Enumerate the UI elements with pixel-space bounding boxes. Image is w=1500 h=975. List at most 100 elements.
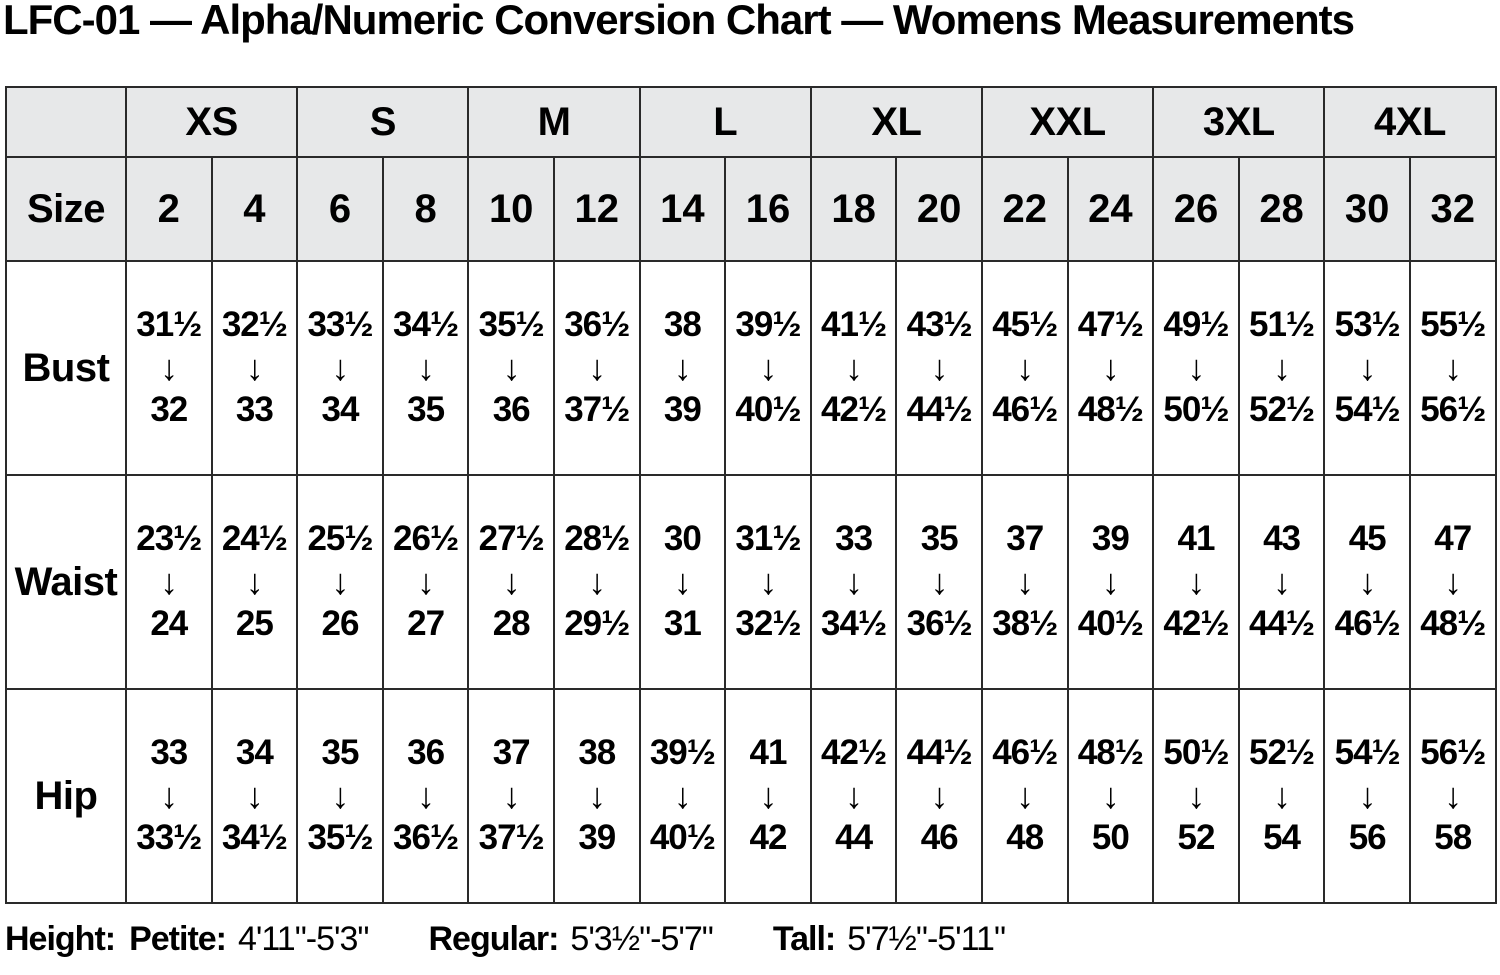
hip-range-cell: 52½ ↓ 54 xyxy=(1237,688,1326,904)
hip-range: 35 ↓ 35½ xyxy=(298,734,382,857)
alpha-size-header-xs: XS xyxy=(124,86,299,158)
bust-range-cell: 31½ ↓ 32 xyxy=(125,260,213,476)
range-to-value: 37½ xyxy=(564,390,630,430)
hip-range-cell: 46½ ↓ 48 xyxy=(980,688,1069,904)
range-to-value: 40½ xyxy=(1077,604,1144,644)
down-arrow-icon: ↓ xyxy=(502,774,521,816)
numeric-size-header-2: 2 xyxy=(125,156,213,262)
waist-range: 25½ ↓ 26 xyxy=(298,520,382,643)
numeric-size-header-18: 18 xyxy=(809,156,898,262)
down-arrow-icon: ↓ xyxy=(1444,560,1462,602)
hip-range-cell: 35 ↓ 35½ xyxy=(296,688,384,904)
range-to-value: 54½ xyxy=(1334,390,1401,430)
range-from-value: 41½ xyxy=(821,305,887,345)
hip-range: 33 ↓ 33½ xyxy=(127,734,211,857)
range-from-value: 45½ xyxy=(992,305,1058,345)
range-from-value: 56½ xyxy=(1420,733,1486,773)
waist-range: 41 ↓ 42½ xyxy=(1154,520,1238,643)
bust-range: 31½ ↓ 32 xyxy=(127,306,211,429)
range-from-value: 25½ xyxy=(307,519,373,559)
alpha-size-header-xxl: XXL xyxy=(980,86,1155,158)
down-arrow-icon: ↓ xyxy=(417,560,435,602)
bust-range-cell: 45½ ↓ 46½ xyxy=(980,260,1069,476)
down-arrow-icon: ↓ xyxy=(845,774,863,816)
hip-range-cell: 44½ ↓ 46 xyxy=(895,688,983,904)
range-to-value: 50 xyxy=(1091,818,1130,858)
range-to-value: 34½ xyxy=(221,818,288,858)
range-to-value: 54 xyxy=(1263,818,1301,858)
down-arrow-icon: ↓ xyxy=(417,346,435,388)
alpha-size-row: XS S M L XL XXL 3XL 4XL xyxy=(5,86,1497,158)
bust-range-cell: 33½ ↓ 34 xyxy=(296,260,384,476)
bust-row-label: Bust xyxy=(5,260,127,476)
tall-label: Tall: xyxy=(772,920,836,958)
waist-range: 43 ↓ 44½ xyxy=(1240,520,1324,643)
bust-range: 33½ ↓ 34 xyxy=(298,306,382,429)
alpha-size-header-3xl: 3XL xyxy=(1152,86,1326,158)
down-arrow-icon: ↓ xyxy=(588,560,606,602)
height-note: Height: Petite: 4'11"-5'3" Regular: 5'3½… xyxy=(5,920,1006,959)
range-from-value: 37 xyxy=(1006,519,1044,559)
range-from-value: 28½ xyxy=(564,519,630,559)
waist-range: 23½ ↓ 24 xyxy=(127,520,211,643)
range-from-value: 24½ xyxy=(221,519,288,559)
alpha-size-header-l: L xyxy=(638,86,812,158)
page-title: LFC-01 — Alpha/Numeric Conversion Chart … xyxy=(3,0,1355,43)
hip-range: 52½ ↓ 54 xyxy=(1240,734,1324,857)
bust-range-cell: 43½ ↓ 44½ xyxy=(895,260,983,476)
down-arrow-icon: ↓ xyxy=(502,560,521,602)
down-arrow-icon: ↓ xyxy=(417,774,435,816)
hip-range-cell: 34 ↓ 34½ xyxy=(210,688,299,904)
numeric-size-header-12: 12 xyxy=(552,156,641,262)
down-arrow-icon: ↓ xyxy=(502,346,521,388)
waist-range: 37 ↓ 38½ xyxy=(983,520,1067,643)
hip-range: 50½ ↓ 52 xyxy=(1154,734,1238,857)
hip-range-cell: 48½ ↓ 50 xyxy=(1066,688,1155,904)
bust-range: 49½ ↓ 50½ xyxy=(1154,306,1238,429)
range-to-value: 34 xyxy=(321,390,360,430)
waist-range: 28½ ↓ 29½ xyxy=(555,520,639,643)
numeric-size-header-20: 20 xyxy=(895,156,983,262)
bust-range: 47½ ↓ 48½ xyxy=(1069,306,1153,429)
range-from-value: 51½ xyxy=(1249,305,1315,345)
hip-range: 39½ ↓ 40½ xyxy=(641,734,725,857)
range-to-value: 34½ xyxy=(821,604,887,644)
range-from-value: 33 xyxy=(150,733,188,773)
range-from-value: 43½ xyxy=(906,305,973,345)
range-from-value: 39½ xyxy=(649,733,716,773)
height-label: Height: xyxy=(5,920,116,958)
range-to-value: 46½ xyxy=(992,390,1058,430)
bust-range-cell: 38 ↓ 39 xyxy=(638,260,727,476)
bust-range-cell: 47½ ↓ 48½ xyxy=(1066,260,1155,476)
range-from-value: 35 xyxy=(920,519,959,559)
down-arrow-icon: ↓ xyxy=(1358,560,1377,602)
hip-range: 54½ ↓ 56 xyxy=(1325,734,1409,857)
range-to-value: 29½ xyxy=(564,604,630,644)
hip-range-cell: 37 ↓ 37½ xyxy=(467,688,555,904)
down-arrow-icon: ↓ xyxy=(759,346,777,388)
down-arrow-icon: ↓ xyxy=(673,774,692,816)
hip-range-cell: 33 ↓ 33½ xyxy=(125,688,213,904)
height-range-tall: Tall: 5'7½"-5'11" xyxy=(772,920,1006,959)
waist-range-cell: 37 ↓ 38½ xyxy=(980,474,1069,690)
down-arrow-icon: ↓ xyxy=(160,560,178,602)
waist-range: 31½ ↓ 32½ xyxy=(726,520,810,643)
down-arrow-icon: ↓ xyxy=(845,560,863,602)
down-arrow-icon: ↓ xyxy=(1101,774,1120,816)
range-from-value: 37 xyxy=(492,733,531,773)
range-from-value: 45 xyxy=(1348,519,1387,559)
down-arrow-icon: ↓ xyxy=(245,346,264,388)
range-to-value: 33½ xyxy=(136,818,202,858)
bust-range: 34½ ↓ 35 xyxy=(384,306,468,429)
down-arrow-icon: ↓ xyxy=(1016,560,1034,602)
range-from-value: 42½ xyxy=(821,733,887,773)
range-from-value: 41 xyxy=(1177,519,1216,559)
waist-range-cell: 30 ↓ 31 xyxy=(638,474,727,690)
waist-range: 47 ↓ 48½ xyxy=(1411,520,1495,643)
range-from-value: 41 xyxy=(749,733,788,773)
down-arrow-icon: ↓ xyxy=(1444,774,1462,816)
down-arrow-icon: ↓ xyxy=(331,346,350,388)
range-from-value: 31½ xyxy=(735,519,801,559)
down-arrow-icon: ↓ xyxy=(331,774,350,816)
